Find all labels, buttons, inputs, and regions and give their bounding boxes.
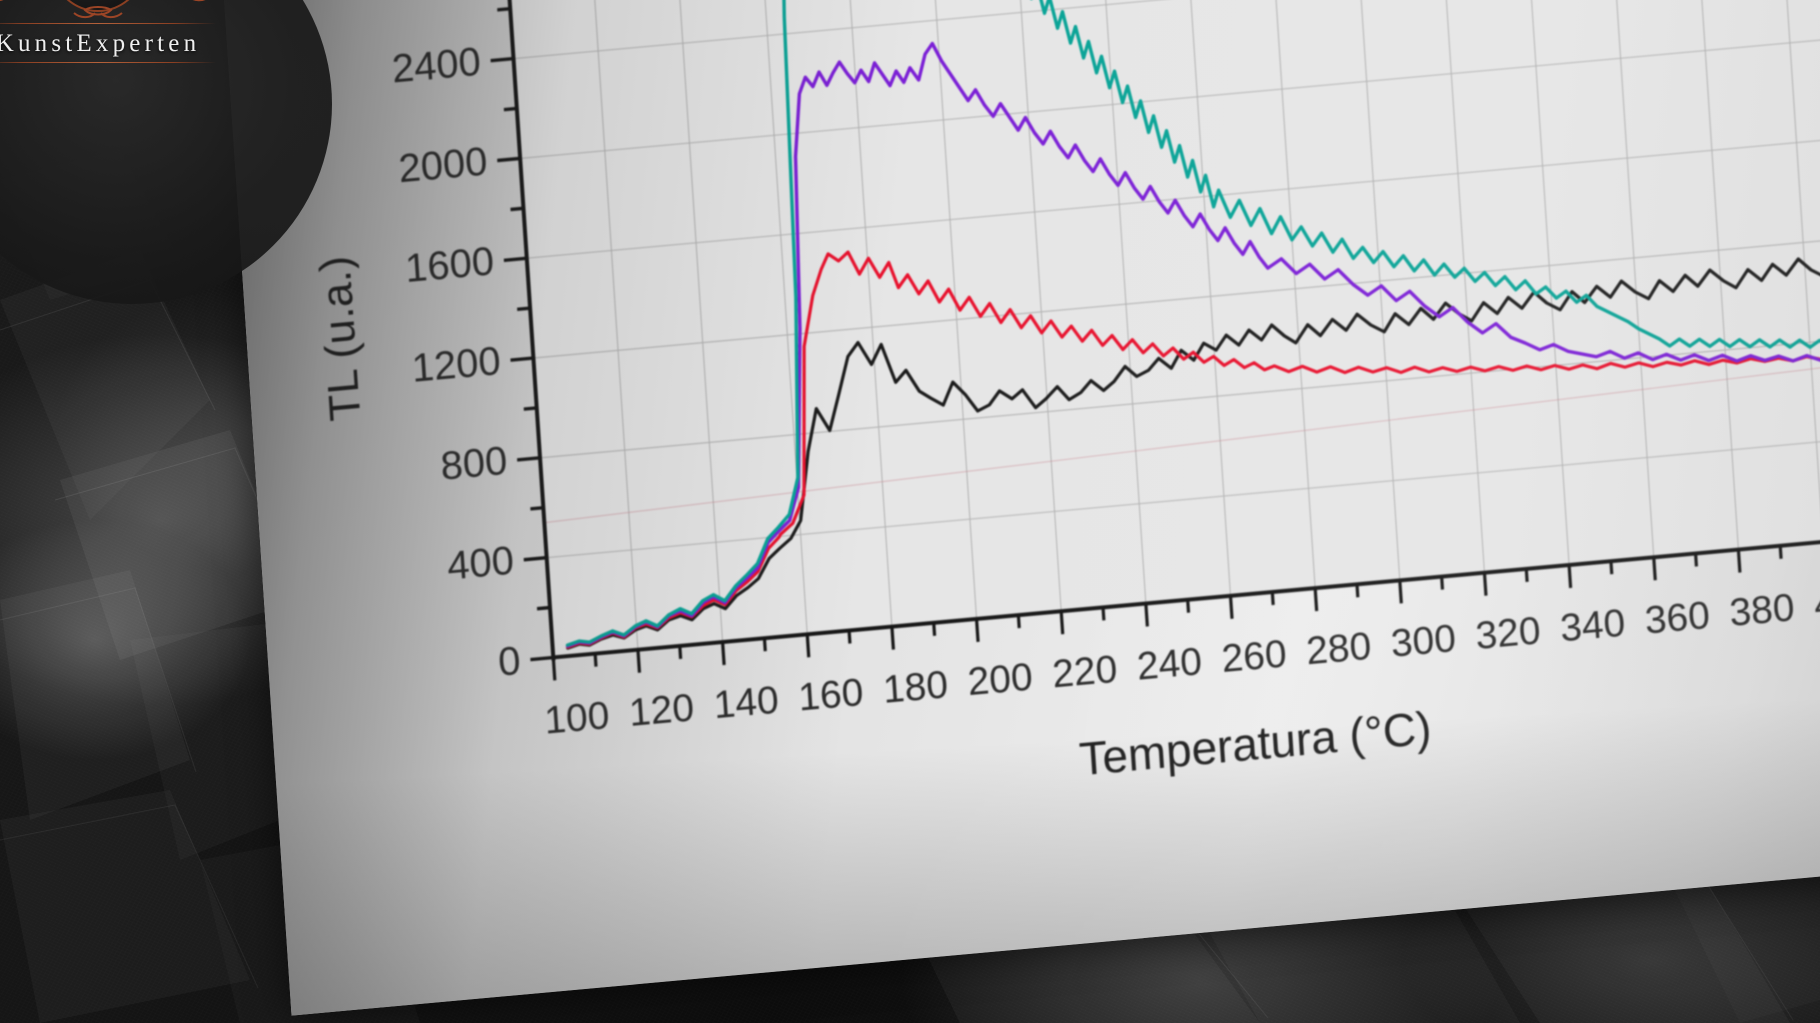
x-tick-120: 120 xyxy=(628,686,696,735)
x-tick-160: 160 xyxy=(797,671,865,720)
logo-brand-text: KunstExperten xyxy=(0,30,201,57)
y-tick-2000: 2000 xyxy=(397,139,489,191)
x-tick-280: 280 xyxy=(1305,624,1373,673)
x-tick-180: 180 xyxy=(882,663,950,712)
logo-divider-bottom xyxy=(0,62,216,63)
y-tick-1600: 1600 xyxy=(404,239,496,291)
x-tick-340: 340 xyxy=(1559,601,1627,650)
x-axis-title: Temperatura (°C) xyxy=(1078,701,1433,785)
y-tick-2400: 2400 xyxy=(391,40,483,92)
logo-bottom-knot-icon xyxy=(73,6,123,19)
x-tick-300: 300 xyxy=(1390,617,1458,666)
y-tick-400: 400 xyxy=(446,539,515,589)
x-tick-240: 240 xyxy=(1136,640,1204,689)
chart-photograph: 0 400 800 1200 1600 2000 2400 2800 3200 … xyxy=(210,0,1820,1016)
x-tick-400: 400 xyxy=(1813,578,1820,627)
x-tick-360: 360 xyxy=(1644,594,1712,643)
x-tick-320: 320 xyxy=(1474,609,1542,658)
y-tick-1200: 1200 xyxy=(410,339,502,391)
y-tick-labels: 0 400 800 1200 1600 2000 2400 2800 3200 xyxy=(391,40,522,685)
x-tick-220: 220 xyxy=(1051,647,1119,696)
y-axis-title: TL (u.a.) xyxy=(310,254,370,423)
x-tick-100: 100 xyxy=(543,694,611,743)
tl-glow-curve-chart: 0 400 800 1200 1600 2000 2400 2800 3200 … xyxy=(310,0,1820,785)
x-tick-140: 140 xyxy=(712,678,780,727)
x-tick-200: 200 xyxy=(966,655,1034,704)
logo-monogram-mark: KE xyxy=(0,0,223,20)
y-tick-0: 0 xyxy=(497,639,522,685)
x-tick-380: 380 xyxy=(1728,586,1796,635)
y-tick-800: 800 xyxy=(439,439,508,489)
logo-divider-top xyxy=(0,23,216,24)
x-tick-260: 260 xyxy=(1220,632,1288,681)
